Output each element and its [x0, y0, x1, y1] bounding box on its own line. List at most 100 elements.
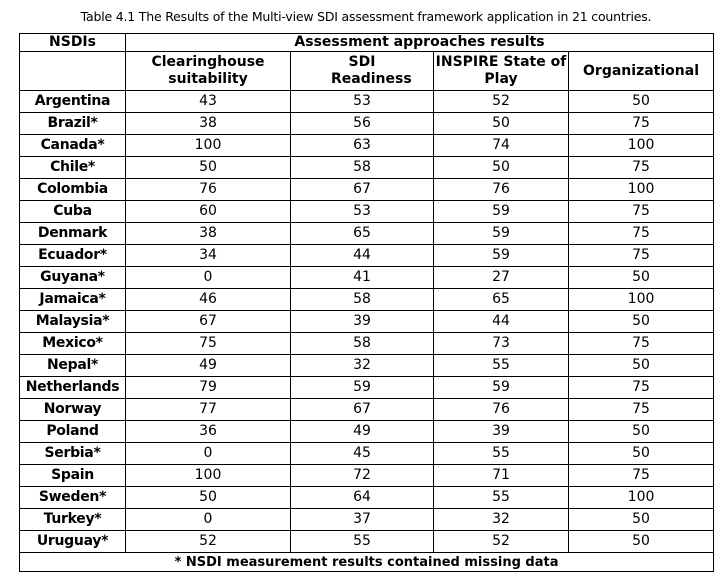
country-name: Ecuador*: [19, 244, 126, 267]
table-row: Denmark 38 65 59 75: [19, 222, 715, 245]
score-cell: 74: [433, 134, 569, 157]
score-cell: 49: [290, 420, 434, 443]
country-name: Netherlands: [19, 376, 126, 399]
table-row: Sweden* 50 64 55 100: [19, 486, 715, 509]
score-cell: 0: [125, 442, 291, 465]
table-row: Guyana* 0 41 27 50: [19, 266, 715, 289]
country-name: Serbia*: [19, 442, 126, 465]
score-cell: 52: [125, 530, 291, 553]
country-name: Norway: [19, 398, 126, 421]
score-cell: 60: [125, 200, 291, 223]
score-cell: 37: [290, 508, 434, 531]
score-cell: 59: [433, 200, 569, 223]
score-cell: 58: [290, 288, 434, 311]
score-cell: 55: [290, 530, 434, 553]
score-cell: 50: [125, 486, 291, 509]
score-cell: 77: [125, 398, 291, 421]
score-cell: 53: [290, 200, 434, 223]
country-name: Chile*: [19, 156, 126, 179]
country-name: Uruguay*: [19, 530, 126, 553]
score-cell: 44: [433, 310, 569, 333]
footnote: * NSDI measurement results contained mis…: [18, 552, 715, 572]
score-cell: 50: [567, 420, 715, 443]
country-name: Sweden*: [19, 486, 126, 509]
score-cell: 50: [433, 156, 569, 179]
table-row: Jamaica* 46 58 65 100: [19, 288, 715, 311]
score-cell: 32: [433, 508, 569, 531]
country-name: Argentina: [19, 90, 126, 113]
score-cell: 75: [567, 200, 715, 223]
score-cell: 65: [433, 288, 569, 311]
score-cell: 32: [290, 354, 434, 377]
score-cell: 73: [433, 332, 569, 355]
score-cell: 49: [125, 354, 291, 377]
score-cell: 43: [125, 90, 291, 113]
score-cell: 52: [433, 530, 569, 553]
score-cell: 50: [567, 442, 715, 465]
table-row: Cuba 60 53 59 75: [19, 200, 715, 223]
column-header: Organizational: [567, 51, 715, 91]
country-name: Malaysia*: [19, 310, 126, 333]
table-row: Uruguay* 52 55 52 50: [19, 530, 715, 553]
score-cell: 38: [125, 112, 291, 135]
country-name: Cuba: [19, 200, 126, 223]
score-cell: 63: [290, 134, 434, 157]
score-cell: 27: [433, 266, 569, 289]
score-cell: 50: [567, 530, 715, 553]
score-cell: 67: [290, 398, 434, 421]
score-cell: 56: [290, 112, 434, 135]
table-row: Nepal* 49 32 55 50: [19, 354, 715, 377]
table-row: Netherlands 79 59 59 75: [19, 376, 715, 399]
column-header: INSPIRE State of Play: [433, 51, 569, 91]
score-cell: 55: [433, 354, 569, 377]
row-header-nsdis: NSDIs: [19, 33, 126, 52]
table-row: Argentina 43 53 52 50: [19, 90, 715, 113]
score-cell: 50: [567, 266, 715, 289]
score-cell: 76: [433, 398, 569, 421]
country-name: Brazil*: [19, 112, 126, 135]
table-row: Norway 77 67 76 75: [19, 398, 715, 421]
score-cell: 52: [433, 90, 569, 113]
score-cell: 76: [125, 178, 291, 201]
country-name: Nepal*: [19, 354, 126, 377]
country-name: Mexico*: [19, 332, 126, 355]
country-name: Canada*: [19, 134, 126, 157]
table-row: Canada* 100 63 74 100: [19, 134, 715, 157]
score-cell: 38: [125, 222, 291, 245]
score-cell: 100: [567, 288, 715, 311]
table-row: Ecuador* 34 44 59 75: [19, 244, 715, 267]
score-cell: 100: [567, 178, 715, 201]
column-header: Clearinghouse suitability: [125, 51, 291, 91]
score-cell: 0: [125, 508, 291, 531]
table-caption: Table 4.1 The Results of the Multi-view …: [80, 9, 652, 24]
table-row: Colombia 76 67 76 100: [19, 178, 715, 201]
group-header: Assessment approaches results: [124, 33, 715, 52]
score-cell: 0: [125, 266, 291, 289]
score-cell: 75: [567, 156, 715, 179]
score-cell: 39: [433, 420, 569, 443]
results-table: NSDIs Assessment approaches results Clea…: [18, 33, 715, 572]
score-cell: 45: [290, 442, 434, 465]
table-row: Poland 36 49 39 50: [19, 420, 715, 443]
score-cell: 50: [567, 310, 715, 333]
score-cell: 50: [567, 508, 715, 531]
score-cell: 55: [433, 442, 569, 465]
score-cell: 50: [567, 90, 715, 113]
score-cell: 58: [290, 332, 434, 355]
score-cell: 50: [567, 354, 715, 377]
score-cell: 34: [125, 244, 291, 267]
score-cell: 100: [125, 134, 291, 157]
score-cell: 100: [125, 464, 291, 487]
table-row: Spain 100 72 71 75: [19, 464, 715, 487]
score-cell: 53: [290, 90, 434, 113]
score-cell: 100: [567, 486, 715, 509]
score-cell: 41: [290, 266, 434, 289]
table-row: Chile* 50 58 50 75: [19, 156, 715, 179]
score-cell: 75: [567, 376, 715, 399]
country-name: Denmark: [19, 222, 126, 245]
score-cell: 50: [433, 112, 569, 135]
score-cell: 39: [290, 310, 434, 333]
country-name: Colombia: [19, 178, 126, 201]
score-cell: 59: [433, 222, 569, 245]
score-cell: 75: [567, 222, 715, 245]
